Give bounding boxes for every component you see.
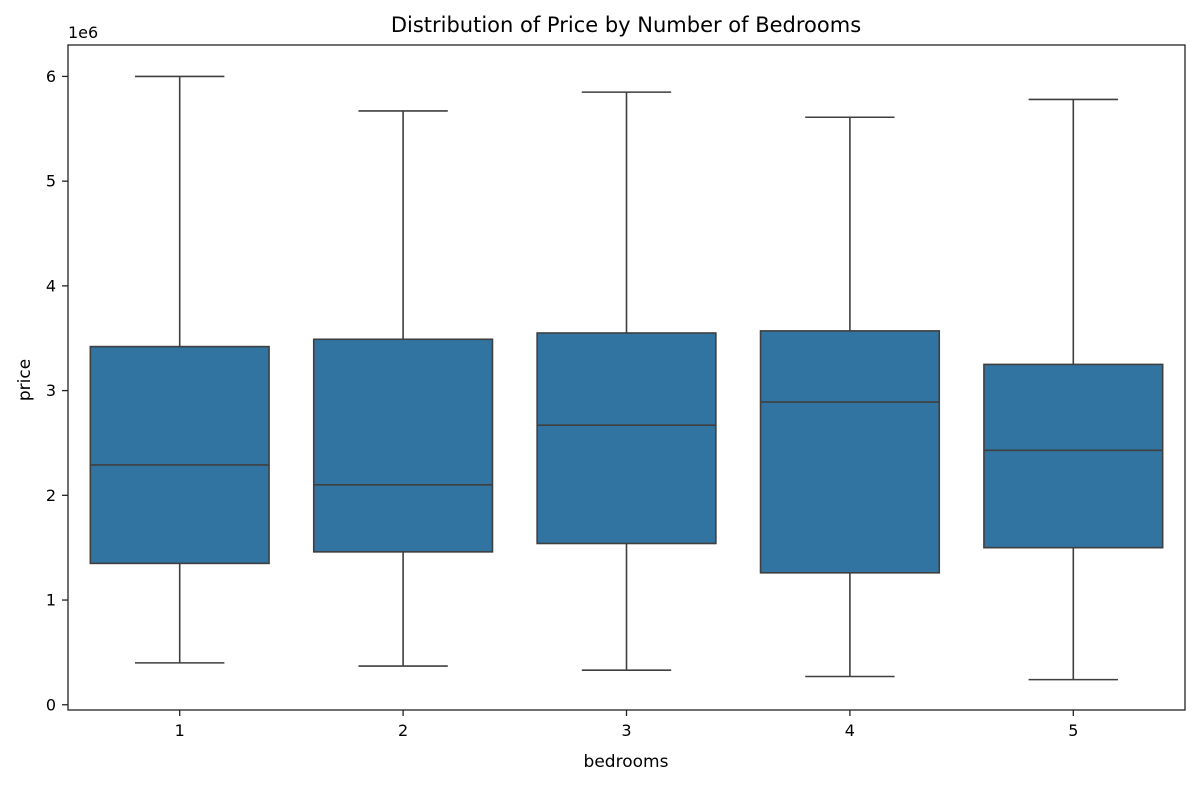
iqr-box: [89, 345, 270, 565]
x-tick-label: 5: [1068, 721, 1078, 740]
iqr-box: [759, 330, 941, 574]
y-tick-label: 6: [46, 67, 56, 86]
y-tick-label: 1: [46, 591, 56, 610]
box-group-2: [312, 110, 494, 667]
x-tick-label: 1: [175, 721, 185, 740]
x-tick-label: 2: [398, 721, 408, 740]
iqr-box: [312, 338, 494, 553]
y-tick-label: 0: [46, 695, 56, 714]
x-axis-label: bedrooms: [584, 752, 669, 772]
box-group-3: [536, 91, 717, 672]
x-tick-label: 4: [845, 721, 855, 740]
chart-title: Distribution of Price by Number of Bedro…: [391, 13, 861, 37]
box-group-4: [759, 116, 941, 678]
y-tick-label: 2: [46, 486, 56, 505]
x-axis: 1 2 3 4 5: [175, 710, 1078, 740]
box-group-1: [89, 75, 270, 664]
iqr-box: [983, 363, 1164, 549]
y-tick-label: 4: [46, 276, 56, 295]
box-group-5: [983, 98, 1164, 681]
y-axis: 0 1 2 3 4 5 6: [46, 67, 68, 714]
y-axis-label: price: [15, 359, 35, 401]
iqr-box: [536, 332, 717, 545]
y-axis-offset-label: 1e6: [68, 23, 98, 42]
x-tick-label: 3: [621, 721, 631, 740]
y-tick-label: 3: [46, 381, 56, 400]
boxes-layer: [89, 75, 1164, 681]
y-tick-label: 5: [46, 172, 56, 191]
